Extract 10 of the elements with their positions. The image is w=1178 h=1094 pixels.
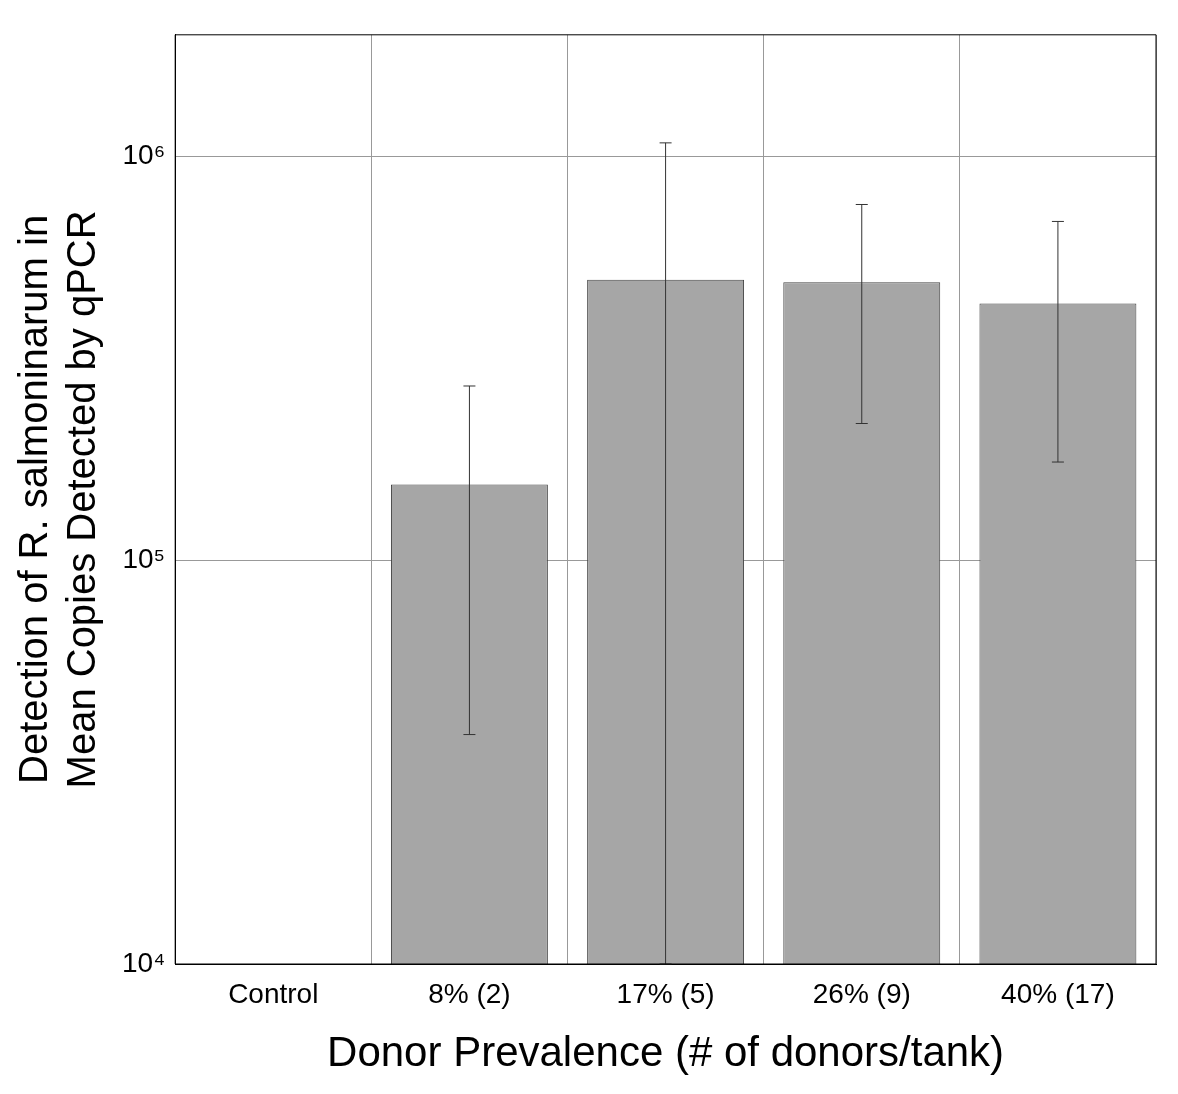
x-tick-label: 8% (2): [428, 977, 511, 1009]
x-axis-title: Donor Prevalence (# of donors/tank): [327, 1028, 1005, 1076]
x-tick-label: 17% (5): [616, 977, 715, 1009]
x-tick-label: 26% (9): [812, 977, 911, 1009]
y-axis-title: Detection of R. salmoninarum in Mean Copies Detected by qPCR: [11, 210, 104, 789]
x-tick-label: 40% (17): [1001, 977, 1115, 1009]
y-tick-label: 10⁵: [122, 542, 166, 574]
y-tick-label: 10⁶: [122, 139, 166, 171]
x-tick-label: Control: [228, 977, 319, 1009]
y-tick-label: 10⁴: [121, 946, 166, 978]
